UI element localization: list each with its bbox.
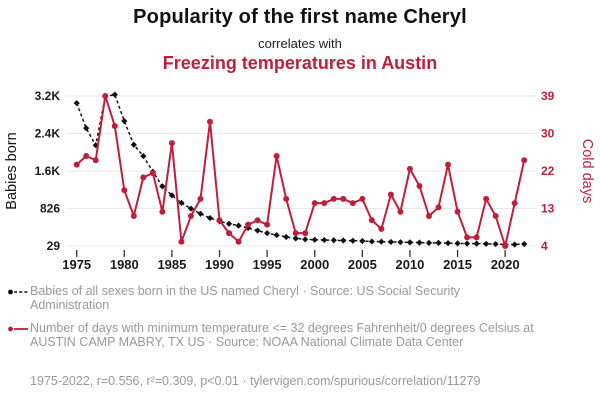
svg-text:1990: 1990 [205, 257, 234, 272]
cold-days-series [73, 93, 528, 250]
chart-canvas: 1975 1980 1985 1990 1995 2000 2005 2010 2015 2020… [4, 89, 595, 272]
svg-text:4: 4 [541, 239, 548, 253]
svg-text:2015: 2015 [443, 257, 472, 272]
svg-text:30: 30 [541, 127, 555, 141]
svg-text:1985: 1985 [157, 257, 186, 272]
svg-text:2005: 2005 [348, 257, 377, 272]
svg-text:1.6K: 1.6K [35, 164, 61, 178]
correlates-with-label: correlates with [258, 36, 342, 51]
svg-text:2000: 2000 [300, 257, 329, 272]
svg-text:29: 29 [47, 239, 61, 253]
right-axis-title: Cold days [579, 139, 595, 203]
left-axis-labels: 3.2K 2.4K 1.6K 826 29 [35, 89, 61, 253]
legend-item-cold-days: Number of days with minimum temperature … [7, 321, 593, 349]
svg-text:3.2K: 3.2K [35, 89, 61, 103]
svg-text:2010: 2010 [395, 257, 424, 272]
dashed-line-marker-icon [8, 289, 28, 295]
svg-text:13: 13 [541, 202, 555, 216]
svg-text:826: 826 [40, 202, 60, 216]
svg-text:2.4K: 2.4K [35, 127, 61, 141]
left-axis-title: Babies born [4, 132, 20, 209]
legend-label-cold-days: Number of days with minimum temperature … [30, 321, 534, 349]
solid-line-marker-icon [8, 326, 28, 332]
svg-text:1975: 1975 [62, 257, 91, 272]
y-gridlines [66, 95, 537, 247]
page-title: Popularity of the first name Cheryl [133, 6, 467, 28]
stats-footer: 1975-2022, r=0.556, r²=0.309, p<0.01 · t… [30, 374, 481, 388]
svg-text:2020: 2020 [491, 257, 520, 272]
babies-series [73, 91, 528, 248]
svg-text:22: 22 [541, 164, 555, 178]
svg-text:1995: 1995 [253, 257, 282, 272]
legend-label-babies: Babies of all sexes born in the US named… [30, 284, 461, 312]
secondary-title: Freezing temperatures in Austin [162, 53, 438, 73]
legend-item-babies: Babies of all sexes born in the US named… [7, 284, 593, 312]
x-axis: 1975 1980 1985 1990 1995 2000 2005 2010 2015 2020 [62, 250, 520, 272]
right-axis-labels: 39 30 22 13 4 [541, 89, 555, 253]
svg-text:1980: 1980 [110, 257, 139, 272]
svg-text:39: 39 [541, 89, 555, 103]
